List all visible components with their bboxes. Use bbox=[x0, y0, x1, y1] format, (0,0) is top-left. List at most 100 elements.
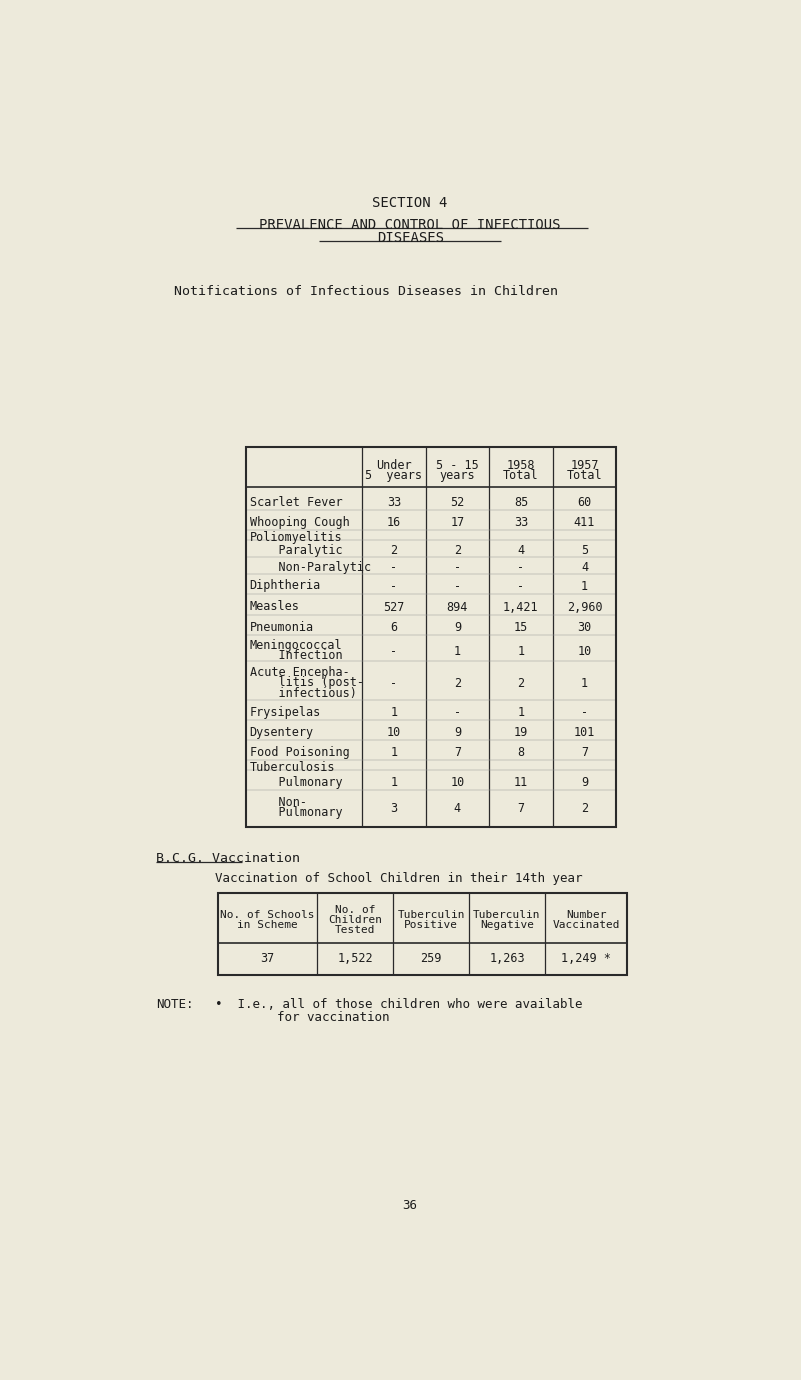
Text: 101: 101 bbox=[574, 726, 595, 740]
Text: 11: 11 bbox=[513, 776, 528, 789]
Text: 2: 2 bbox=[454, 676, 461, 690]
Text: -: - bbox=[390, 580, 397, 593]
Text: 2,960: 2,960 bbox=[566, 600, 602, 614]
Text: Tuberculosis: Tuberculosis bbox=[250, 760, 335, 774]
Text: 3: 3 bbox=[390, 802, 397, 814]
Text: 1,421: 1,421 bbox=[503, 600, 539, 614]
Text: Positive: Positive bbox=[404, 920, 458, 930]
Text: 2: 2 bbox=[517, 676, 525, 690]
Text: -: - bbox=[454, 707, 461, 719]
Text: 259: 259 bbox=[421, 952, 441, 965]
Text: years: years bbox=[440, 469, 475, 482]
Text: 6: 6 bbox=[390, 621, 397, 635]
Text: -: - bbox=[517, 562, 525, 574]
Text: 1: 1 bbox=[581, 676, 588, 690]
Text: 8: 8 bbox=[517, 747, 525, 759]
Text: 4: 4 bbox=[454, 802, 461, 814]
Text: 9: 9 bbox=[581, 776, 588, 789]
Text: 10: 10 bbox=[578, 644, 592, 657]
Text: Meningococcal: Meningococcal bbox=[250, 639, 342, 653]
Text: Non-Paralytic: Non-Paralytic bbox=[250, 562, 371, 574]
Text: 10: 10 bbox=[387, 726, 401, 740]
Text: Tested: Tested bbox=[335, 925, 376, 936]
Text: •  I.e., all of those children who were available: • I.e., all of those children who were a… bbox=[215, 998, 582, 1012]
Text: 4: 4 bbox=[581, 562, 588, 574]
Text: 4: 4 bbox=[517, 545, 525, 558]
Text: 17: 17 bbox=[450, 516, 465, 529]
Text: Tuberculin: Tuberculin bbox=[473, 911, 541, 920]
Text: 2: 2 bbox=[581, 802, 588, 814]
Text: Children: Children bbox=[328, 915, 382, 925]
Text: -: - bbox=[390, 644, 397, 657]
Text: -: - bbox=[517, 580, 525, 593]
Text: 5: 5 bbox=[581, 545, 588, 558]
Text: 1957: 1957 bbox=[570, 460, 599, 472]
Text: Dysentery: Dysentery bbox=[250, 726, 314, 738]
Text: PREVALENCE AND CONTROL OF INFECTIOUS: PREVALENCE AND CONTROL OF INFECTIOUS bbox=[260, 218, 561, 232]
Text: 1: 1 bbox=[390, 747, 397, 759]
Text: 19: 19 bbox=[513, 726, 528, 740]
Text: Poliomyelitis: Poliomyelitis bbox=[250, 530, 342, 544]
Text: 2: 2 bbox=[390, 545, 397, 558]
Text: 527: 527 bbox=[383, 600, 405, 614]
Text: 85: 85 bbox=[513, 495, 528, 509]
Text: NOTE:: NOTE: bbox=[156, 998, 193, 1012]
Text: 1,522: 1,522 bbox=[337, 952, 373, 965]
Text: Paralytic: Paralytic bbox=[250, 544, 342, 558]
Text: 16: 16 bbox=[387, 516, 401, 529]
Text: -: - bbox=[581, 707, 588, 719]
Text: -: - bbox=[390, 562, 397, 574]
Text: 411: 411 bbox=[574, 516, 595, 529]
Text: Negative: Negative bbox=[480, 920, 534, 930]
Text: 1: 1 bbox=[517, 644, 525, 657]
Text: Diphtheria: Diphtheria bbox=[250, 580, 321, 592]
Bar bbox=[246, 447, 616, 827]
Text: 2: 2 bbox=[454, 545, 461, 558]
Text: Pulmonary: Pulmonary bbox=[250, 806, 342, 820]
Text: Scarlet Fever: Scarlet Fever bbox=[250, 495, 342, 509]
Bar bbox=[218, 893, 627, 974]
Text: 36: 36 bbox=[403, 1199, 417, 1212]
Text: Food Poisoning: Food Poisoning bbox=[250, 745, 349, 759]
Text: Total: Total bbox=[566, 469, 602, 482]
Text: 5 - 15: 5 - 15 bbox=[436, 460, 479, 472]
Text: 1: 1 bbox=[581, 580, 588, 593]
Text: 7: 7 bbox=[517, 802, 525, 814]
Text: Pneumonia: Pneumonia bbox=[250, 621, 314, 633]
Text: 7: 7 bbox=[581, 747, 588, 759]
Text: 60: 60 bbox=[578, 495, 592, 509]
Text: 1: 1 bbox=[390, 707, 397, 719]
Text: DISEASES: DISEASES bbox=[376, 230, 444, 246]
Text: 1,249 *: 1,249 * bbox=[562, 952, 611, 965]
Text: 33: 33 bbox=[387, 495, 401, 509]
Text: 1958: 1958 bbox=[507, 460, 535, 472]
Text: 30: 30 bbox=[578, 621, 592, 635]
Text: 1: 1 bbox=[454, 644, 461, 657]
Text: 1,263: 1,263 bbox=[489, 952, 525, 965]
Text: 5  years: 5 years bbox=[365, 469, 422, 482]
Text: Vaccination of School Children in their 14th year: Vaccination of School Children in their … bbox=[215, 872, 582, 885]
Text: 33: 33 bbox=[513, 516, 528, 529]
Text: Notifications of Infectious Diseases in Children: Notifications of Infectious Diseases in … bbox=[174, 284, 557, 298]
Text: Infection: Infection bbox=[250, 649, 342, 662]
Text: No. of Schools: No. of Schools bbox=[220, 911, 315, 920]
Text: No. of: No. of bbox=[335, 905, 376, 915]
Text: Tuberculin: Tuberculin bbox=[397, 911, 465, 920]
Text: in Scheme: in Scheme bbox=[237, 920, 298, 930]
Text: B.C.G. Vaccination: B.C.G. Vaccination bbox=[156, 851, 300, 865]
Text: SECTION 4: SECTION 4 bbox=[372, 196, 448, 210]
Text: -: - bbox=[454, 580, 461, 593]
Text: Acute Encepha-: Acute Encepha- bbox=[250, 667, 349, 679]
Text: 52: 52 bbox=[450, 495, 465, 509]
Text: -: - bbox=[390, 676, 397, 690]
Text: Frysipelas: Frysipelas bbox=[250, 705, 321, 719]
Text: 894: 894 bbox=[447, 600, 468, 614]
Text: 37: 37 bbox=[260, 952, 275, 965]
Text: Vaccinated: Vaccinated bbox=[553, 920, 620, 930]
Text: 15: 15 bbox=[513, 621, 528, 635]
Text: Measles: Measles bbox=[250, 600, 300, 613]
Text: litis (post-: litis (post- bbox=[250, 676, 364, 690]
Text: 9: 9 bbox=[454, 726, 461, 740]
Text: Non-: Non- bbox=[250, 796, 307, 809]
Text: 7: 7 bbox=[454, 747, 461, 759]
